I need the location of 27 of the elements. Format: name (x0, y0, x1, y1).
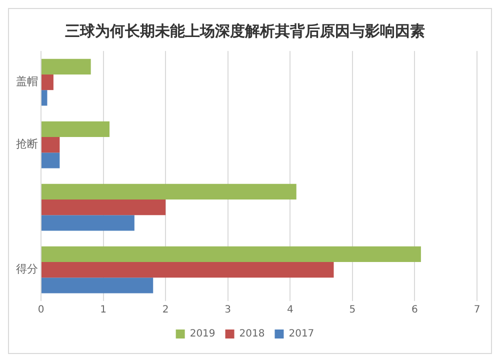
bar (42, 278, 154, 294)
x-tick-label: 1 (100, 304, 106, 316)
bar (42, 215, 134, 231)
x-tick-label: 5 (349, 304, 356, 316)
bar (42, 199, 166, 216)
legend-label: 2019 (190, 328, 216, 340)
y-tick-label: 抢断 (16, 138, 38, 151)
bar (42, 74, 54, 90)
x-tick-label: 2 (162, 304, 169, 316)
bar (42, 262, 334, 278)
y-tick-label: 得分 (16, 262, 38, 276)
bar (42, 90, 48, 106)
bar (42, 136, 60, 153)
x-tick-label: 0 (38, 304, 44, 316)
x-tick-label: 3 (224, 304, 232, 316)
bar (42, 152, 60, 168)
x-tick-label: 7 (474, 304, 480, 316)
bar (42, 58, 91, 74)
y-tick-label: 盖帽 (16, 75, 38, 88)
legend-label: 2017 (288, 328, 314, 340)
x-tick-label: 4 (286, 304, 294, 316)
x-tick-label: 6 (412, 304, 418, 316)
bar (42, 121, 110, 137)
bar (42, 246, 421, 262)
bar (42, 184, 296, 200)
legend-label: 2018 (239, 328, 265, 340)
chart-title: 三球为何长期未能上场深度解析其背后原因与影响因素 (65, 22, 425, 40)
